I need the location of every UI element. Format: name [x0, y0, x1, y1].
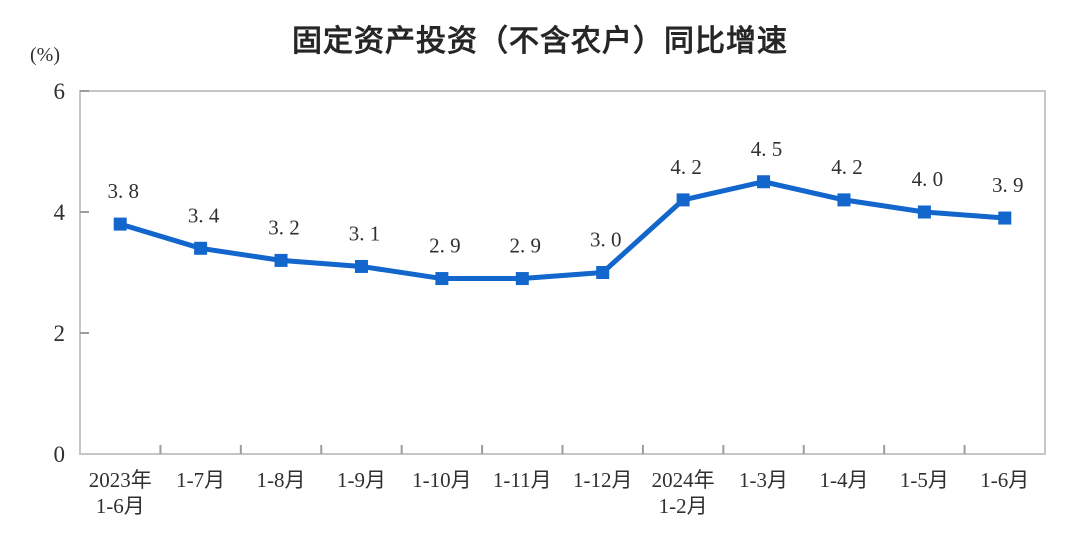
data-point-marker	[757, 175, 771, 189]
data-point-marker	[435, 272, 449, 286]
data-point-marker	[998, 211, 1012, 225]
x-axis-label: 1-10月	[412, 468, 472, 492]
y-tick-label: 4	[54, 200, 66, 225]
data-point-label: 4. 2	[670, 155, 702, 179]
data-point-marker	[596, 266, 610, 279]
x-axis-label: 2023年 1-6月	[89, 468, 152, 518]
x-axis-label: 1-7月	[176, 468, 225, 492]
data-point-label: 4. 2	[831, 155, 863, 179]
data-point-label: 3. 4	[188, 203, 220, 227]
data-point-marker	[515, 272, 529, 286]
data-point-marker	[274, 253, 288, 267]
chart-title: 固定资产投资（不含农户）同比增速	[292, 25, 788, 58]
x-axis-label: 1-4月	[819, 468, 868, 492]
data-point-label: 2. 9	[429, 234, 461, 258]
data-point-marker	[837, 193, 851, 207]
x-axis-label: 1-9月	[337, 468, 386, 492]
y-axis-unit-label: (%)	[30, 44, 60, 66]
x-axis-label: 1-3月	[739, 468, 788, 492]
y-tick-label: 6	[54, 79, 66, 104]
x-axis-label: 1-8月	[257, 468, 306, 492]
data-point-label: 3. 2	[268, 215, 300, 239]
data-point-marker	[917, 205, 931, 219]
data-point-label: 3. 1	[349, 221, 381, 245]
data-point-marker	[194, 241, 208, 255]
x-axis-label: 1-12月	[573, 468, 633, 492]
data-point-label: 4. 0	[912, 167, 944, 191]
y-tick-label: 0	[54, 442, 66, 467]
data-point-label: 3. 8	[107, 179, 139, 203]
x-axis-label: 2024年 1-2月	[652, 468, 715, 518]
plot-frame	[79, 90, 1046, 455]
x-axis-label: 1-6月	[980, 468, 1029, 492]
data-point-label: 2. 9	[510, 234, 542, 258]
x-axis-label: 1-5月	[900, 468, 949, 492]
series-line	[117, 179, 1008, 282]
data-point-marker	[113, 217, 127, 231]
data-point-label: 4. 5	[751, 137, 783, 161]
y-tick-label: 2	[54, 321, 66, 346]
x-axis-label: 1-11月	[493, 468, 552, 492]
data-point-marker	[676, 193, 690, 207]
data-point-marker	[354, 259, 368, 273]
data-point-label: 3. 9	[992, 173, 1024, 197]
data-point-label: 3. 0	[590, 228, 622, 252]
